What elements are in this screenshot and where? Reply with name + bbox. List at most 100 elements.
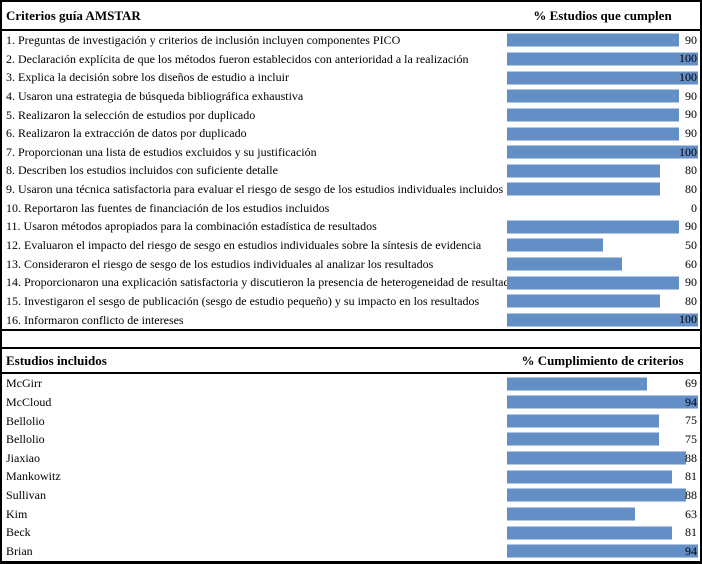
data-bar <box>507 544 698 558</box>
criterion-bar-cell: 90 <box>507 273 698 292</box>
included-studies-table: Estudios incluidos % Cumplimiento de cri… <box>2 347 700 560</box>
bar-value: 90 <box>685 88 697 103</box>
study-label: McGirr <box>6 376 42 391</box>
study-row: Mankowitz 81 <box>2 467 700 486</box>
bar-value: 75 <box>685 413 697 428</box>
bar-value: 90 <box>685 275 697 290</box>
study-bar-cell: 69 <box>507 374 698 393</box>
bar-value: 100 <box>679 51 697 66</box>
data-bar <box>507 108 679 122</box>
criterion-bar-cell: 90 <box>507 106 698 125</box>
criteria-row: 9. Usaron una técnica satisfactoria para… <box>2 180 700 199</box>
bar-value: 94 <box>685 543 697 558</box>
criteria-table-header: Criterios guía AMSTAR % Estudios que cum… <box>2 2 700 31</box>
study-row: Brian 94 <box>2 542 700 561</box>
criterion-label: 11. Usaron métodos apropiados para la co… <box>6 219 377 234</box>
bar-value: 81 <box>685 525 697 540</box>
criterion-bar-cell: 60 <box>507 255 698 274</box>
criterion-label: 14. Proporcionaron una explicación satis… <box>6 275 507 290</box>
criterion-label: 13. Consideraron el riesgo de sesgo de l… <box>6 256 434 271</box>
study-bar-cell: 75 <box>507 430 698 449</box>
study-label: Kim <box>6 506 28 521</box>
study-rows: McGirr 69 McCloud 94 Bellolio <box>2 374 700 560</box>
criterion-bar-cell: 50 <box>507 236 698 255</box>
bar-value: 63 <box>685 506 697 521</box>
criterion-label: 7. Proporcionan una lista de estudios ex… <box>6 144 317 159</box>
criteria-row: 11. Usaron métodos apropiados para la co… <box>2 217 700 236</box>
data-bar <box>507 276 679 290</box>
data-bar <box>507 395 698 409</box>
criteria-row: 4. Usaron una estrategia de búsqueda bib… <box>2 87 700 106</box>
data-bar <box>507 52 698 66</box>
criteria-row: 10. Reportaron las fuentes de financiaci… <box>2 199 700 218</box>
study-bar-cell: 81 <box>507 523 698 542</box>
criterion-label: 9. Usaron una técnica satisfactoria para… <box>6 182 504 197</box>
data-bar <box>507 220 679 234</box>
bar-value: 90 <box>685 126 697 141</box>
bar-value: 80 <box>685 181 697 196</box>
data-bar <box>507 33 679 47</box>
bar-value: 100 <box>679 70 697 85</box>
criterion-bar-cell: 90 <box>507 217 698 236</box>
study-bar-cell: 75 <box>507 412 698 431</box>
criterion-bar-cell: 90 <box>507 124 698 143</box>
criteria-row: 8. Describen los estudios incluidos con … <box>2 161 700 180</box>
study-bar-cell: 94 <box>507 393 698 412</box>
study-label: Bellolio <box>6 432 45 447</box>
data-bar <box>507 432 660 446</box>
data-bar <box>507 89 679 103</box>
study-label: Jiaxiao <box>6 450 40 465</box>
data-bar <box>507 127 679 141</box>
section-gap <box>2 331 700 347</box>
criteria-row: 14. Proporcionaron una explicación satis… <box>2 273 700 292</box>
criterion-label: 12. Evaluaron el impacto del riesgo de s… <box>6 238 482 253</box>
criteria-section-title: Criterios guía AMSTAR <box>6 7 141 23</box>
criteria-rows: 1. Preguntas de investigación y criterio… <box>2 31 700 332</box>
study-row: Beck 81 <box>2 523 700 542</box>
study-bar-cell: 81 <box>507 467 698 486</box>
study-bar-cell: 88 <box>507 486 698 505</box>
study-row: Kim 63 <box>2 505 700 524</box>
criteria-value-axis-header: % Estudios que cumplen <box>533 7 672 23</box>
criteria-row: 3. Explica la decisión sobre los diseños… <box>2 68 700 87</box>
criterion-bar-cell: 90 <box>507 87 698 106</box>
bar-value: 81 <box>685 469 697 484</box>
data-bar <box>507 414 660 428</box>
study-bar-cell: 63 <box>507 505 698 524</box>
criterion-bar-cell: 0 <box>507 199 698 218</box>
criterion-label: 2. Declaración explícita de que los méto… <box>6 51 469 66</box>
study-row: Sullivan 88 <box>2 486 700 505</box>
bar-value: 88 <box>685 450 697 465</box>
data-bar <box>507 313 698 327</box>
criterion-label: 6. Realizaron la extracción de datos por… <box>6 126 247 141</box>
data-bar <box>507 257 622 271</box>
bar-value: 75 <box>685 431 697 446</box>
study-row: Jiaxiao 88 <box>2 449 700 468</box>
data-bar <box>507 145 698 159</box>
data-bar <box>507 182 660 196</box>
criteria-row: 15. Investigaron el sesgo de publicación… <box>2 292 700 311</box>
bar-value: 50 <box>685 237 697 252</box>
criteria-row: 16. Informaron conflicto de intereses 10… <box>2 311 700 330</box>
study-label: Bellolio <box>6 413 45 428</box>
study-bar-cell: 88 <box>507 449 698 468</box>
amstar-criteria-table: Criterios guía AMSTAR % Estudios que cum… <box>2 2 700 332</box>
bar-value: 90 <box>685 219 697 234</box>
bar-value: 69 <box>685 376 697 391</box>
criterion-label: 3. Explica la decisión sobre los diseños… <box>6 70 289 85</box>
criterion-bar-cell: 100 <box>507 68 698 87</box>
data-bar <box>507 294 660 308</box>
study-row: McCloud 94 <box>2 393 700 412</box>
study-bar-cell: 94 <box>507 542 698 561</box>
data-bar <box>507 164 660 178</box>
data-bar <box>507 377 648 391</box>
data-bar <box>507 238 603 252</box>
criteria-row: 6. Realizaron la extracción de datos por… <box>2 124 700 143</box>
criterion-label: 8. Describen los estudios incluidos con … <box>6 163 278 178</box>
criteria-row: 7. Proporcionan una lista de estudios ex… <box>2 143 700 162</box>
data-bar <box>507 507 635 521</box>
study-label: Beck <box>6 525 31 540</box>
data-bar <box>507 71 698 85</box>
data-bar <box>507 470 672 484</box>
